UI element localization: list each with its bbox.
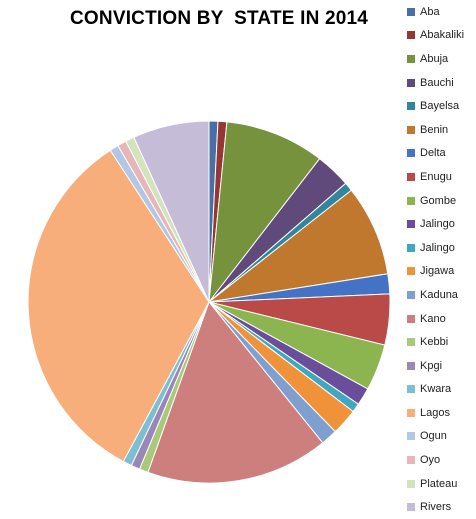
legend-item: Rivers	[407, 495, 476, 519]
legend-swatch	[407, 172, 415, 181]
pie-slice-kano-13	[147, 300, 324, 484]
legend-swatch	[407, 385, 415, 394]
legend-item: Bauchi	[407, 71, 476, 95]
legend-label: Aba	[420, 5, 440, 18]
pie-slice-rivers-21	[133, 120, 210, 303]
legend-swatch	[407, 432, 415, 441]
chart-title: CONVICTION BY STATE IN 2014	[70, 8, 369, 29]
legend-swatch	[407, 54, 415, 63]
legend-item: Kwara	[407, 378, 476, 402]
legend-label: Kpgi	[420, 359, 443, 372]
legend-item: Abuja	[407, 47, 476, 71]
legend-label: Abuja	[420, 52, 449, 65]
chart-legend: Aba Abakaliki Abuja Bauchi Bayelsa Benin Delta…	[407, 0, 476, 519]
legend-swatch	[407, 31, 415, 40]
legend-swatch	[407, 102, 415, 111]
legend-item: Kebbi	[407, 330, 476, 354]
legend-item: Delta	[407, 142, 476, 166]
pie-slice-abuja-2	[208, 121, 321, 304]
legend-swatch	[407, 503, 415, 512]
legend-swatch	[407, 78, 415, 87]
legend-item: Ogun	[407, 425, 476, 449]
legend-item: Enugu	[407, 165, 476, 189]
legend-swatch	[407, 267, 415, 276]
legend-swatch	[407, 290, 415, 299]
legend-item: Kano	[407, 307, 476, 331]
legend-swatch	[407, 479, 415, 488]
legend-label: Lagos	[420, 406, 450, 419]
legend-label: Delta	[420, 147, 446, 160]
legend-label: Jalingo	[420, 218, 455, 231]
legend-item: Aba	[407, 0, 476, 24]
legend-item: Kaduna	[407, 283, 476, 307]
legend-item: Lagos	[407, 401, 476, 425]
legend-swatch	[407, 408, 415, 417]
legend-swatch	[407, 338, 415, 347]
pie-slice-lagos-17	[27, 149, 210, 463]
legend-label: Kwara	[420, 383, 452, 396]
legend-swatch	[407, 125, 415, 134]
legend-swatch	[407, 7, 415, 16]
legend-item: Benin	[407, 118, 476, 142]
legend-label: Enugu	[420, 170, 452, 183]
legend-label: Gombe	[420, 194, 457, 207]
legend-label: Kaduna	[420, 288, 458, 301]
legend-label: Bauchi	[420, 76, 454, 89]
legend-label: Oyo	[420, 454, 441, 467]
legend-swatch	[407, 456, 415, 465]
legend-label: Jalingo	[420, 241, 455, 254]
legend-item: Abakaliki	[407, 24, 476, 48]
legend-item: Kpgi	[407, 354, 476, 378]
legend-swatch	[407, 314, 415, 323]
legend-label: Rivers	[420, 501, 452, 514]
legend-swatch	[407, 196, 415, 205]
legend-swatch	[407, 361, 415, 370]
legend-swatch	[407, 149, 415, 158]
legend-label: Benin	[420, 123, 449, 136]
legend-item: Jalingo	[407, 236, 476, 260]
legend-item: Bayelsa	[407, 94, 476, 118]
legend-label: Kano	[420, 312, 446, 325]
legend-item: Oyo	[407, 448, 476, 472]
legend-item: Plateau	[407, 472, 476, 496]
legend-label: Jigawa	[420, 265, 455, 278]
legend-label: Kebbi	[420, 336, 449, 349]
legend-swatch	[407, 243, 415, 252]
legend-item: Jalingo	[407, 212, 476, 236]
pie-slice-benin-5	[207, 189, 389, 303]
legend-label: Ogun	[420, 430, 447, 443]
legend-item: Gombe	[407, 189, 476, 213]
legend-swatch	[407, 220, 415, 229]
legend-label: Bayelsa	[420, 100, 460, 113]
legend-item: Jigawa	[407, 260, 476, 284]
legend-label: Plateau	[420, 477, 458, 490]
legend-label: Abakaliki	[420, 29, 465, 42]
